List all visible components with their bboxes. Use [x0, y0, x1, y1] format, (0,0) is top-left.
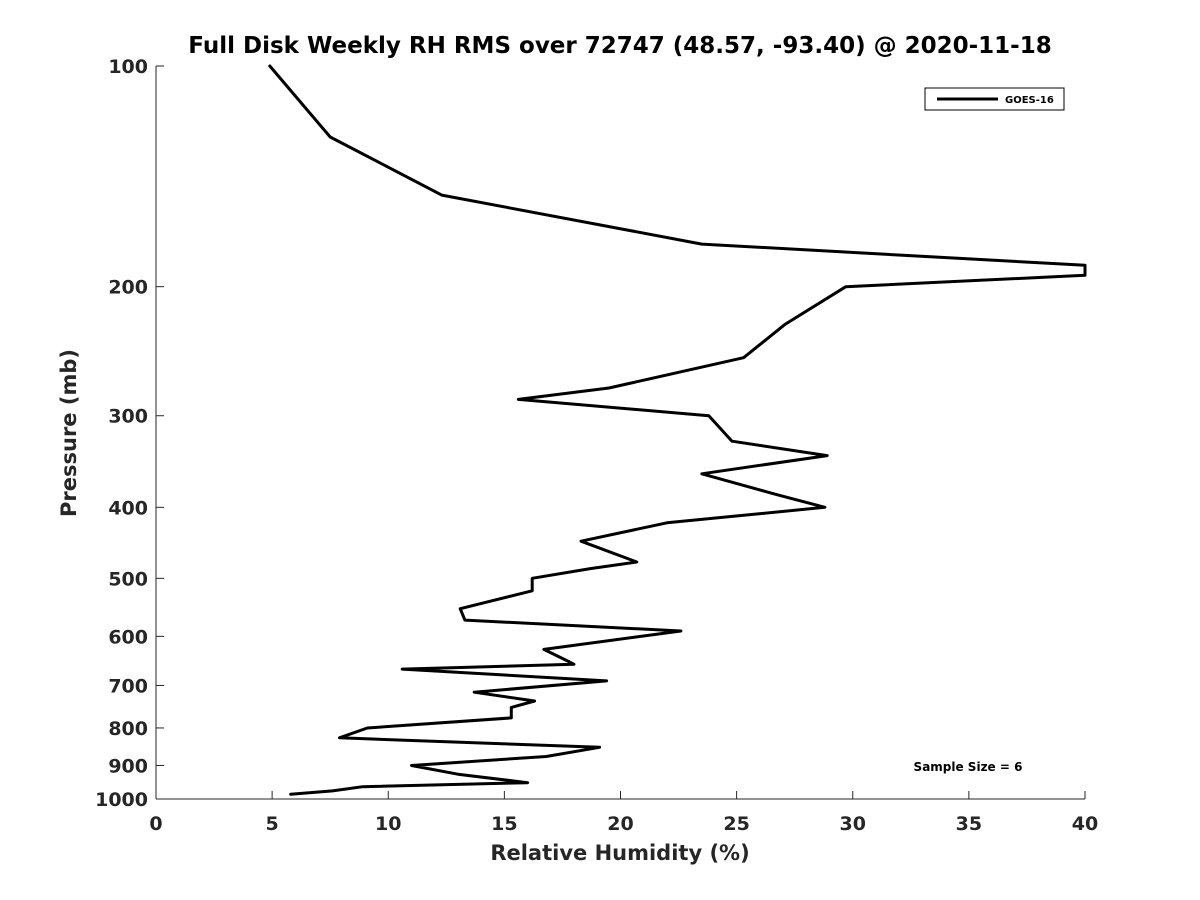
x-tick-label: 40 — [1072, 813, 1098, 835]
series-line-goes16 — [268, 64, 1087, 796]
plot-area — [155, 66, 1085, 800]
x-tick-label: 5 — [266, 813, 279, 835]
y-tick-label: 800 — [108, 718, 148, 740]
y-tick-label: 300 — [108, 406, 148, 428]
y-tick-label: 500 — [108, 568, 148, 590]
legend: GOES-16 — [924, 87, 1065, 111]
y-ticks: 100 200 300 400 500 600 700 800 900 1000 — [95, 56, 164, 811]
y-tick-label: 700 — [108, 675, 148, 697]
legend-label-goes16: GOES-16 — [1005, 95, 1054, 106]
y-tick-label: 900 — [108, 755, 148, 777]
x-tick-label: 25 — [723, 813, 749, 835]
x-axis-label: Relative Humidity (%) — [490, 841, 749, 865]
y-tick-label: 200 — [108, 277, 148, 299]
series-layer — [268, 64, 1087, 796]
x-tick-label: 30 — [840, 813, 866, 835]
y-axis-label: Pressure (mb) — [57, 349, 81, 517]
sample-size-annotation: Sample Size = 6 — [914, 760, 1023, 774]
x-tick-label: 20 — [607, 813, 633, 835]
x-ticks: 0 5 10 15 20 25 30 35 40 — [149, 791, 1098, 835]
x-tick-label: 15 — [491, 813, 517, 835]
y-tick-label: 400 — [108, 497, 148, 519]
x-tick-label: 0 — [149, 813, 162, 835]
y-tick-label: 1000 — [95, 789, 148, 811]
y-tick-label: 600 — [108, 626, 148, 648]
x-tick-label: 10 — [375, 813, 401, 835]
x-tick-label: 35 — [956, 813, 982, 835]
chart-title: Full Disk Weekly RH RMS over 72747 (48.5… — [188, 33, 1051, 59]
y-tick-label: 100 — [108, 56, 148, 78]
